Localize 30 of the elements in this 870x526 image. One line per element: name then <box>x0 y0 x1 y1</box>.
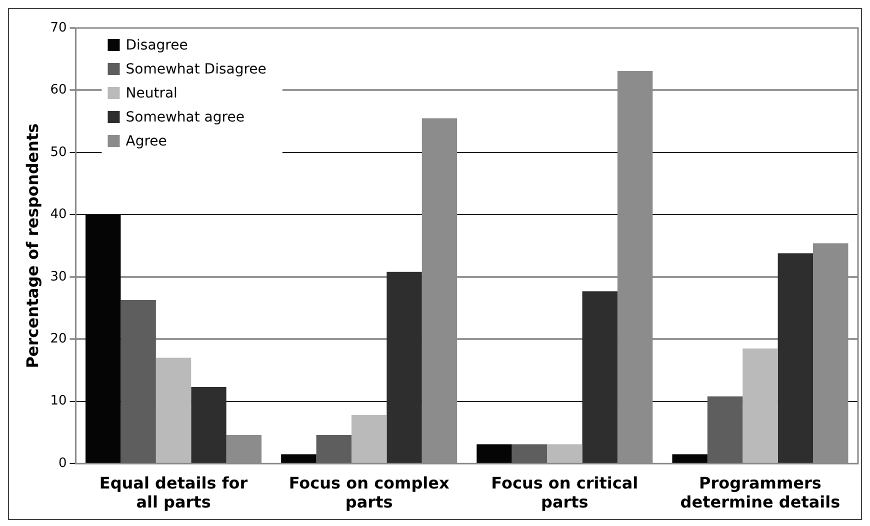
bar <box>547 444 582 464</box>
legend-label: Neutral <box>126 86 178 102</box>
legend-label: Somewhat Disagree <box>126 62 266 78</box>
legend-label: Agree <box>126 134 167 150</box>
bar <box>86 214 121 464</box>
y-axis-title: Percentage of respondents <box>22 123 42 368</box>
y-tick-label: 30 <box>50 269 67 284</box>
bar <box>316 434 352 464</box>
legend-label: Somewhat agree <box>126 110 244 126</box>
bar <box>120 300 156 464</box>
bar <box>476 444 512 464</box>
y-tick-label: 60 <box>50 82 67 98</box>
x-tick-label: Focus on critical parts <box>491 473 638 512</box>
y-tick-label: 50 <box>50 144 67 160</box>
bar <box>281 454 316 464</box>
y-tick-label: 10 <box>50 394 67 409</box>
bar <box>672 454 708 464</box>
bar <box>707 396 743 464</box>
bar <box>742 348 778 464</box>
x-tick-label: Programmers determine details <box>680 473 840 512</box>
legend-label: Disagree <box>126 38 188 54</box>
bar <box>351 415 387 464</box>
x-tick-label: Focus on complex parts <box>288 473 450 512</box>
bar <box>156 358 192 464</box>
bar <box>512 444 548 464</box>
y-tick-label: 70 <box>50 20 67 36</box>
y-tick-label: 0 <box>58 456 67 471</box>
y-tick-label: 20 <box>50 332 67 347</box>
y-tick-label: 40 <box>50 207 67 222</box>
x-tick-label: Equal details for all parts <box>99 473 248 512</box>
